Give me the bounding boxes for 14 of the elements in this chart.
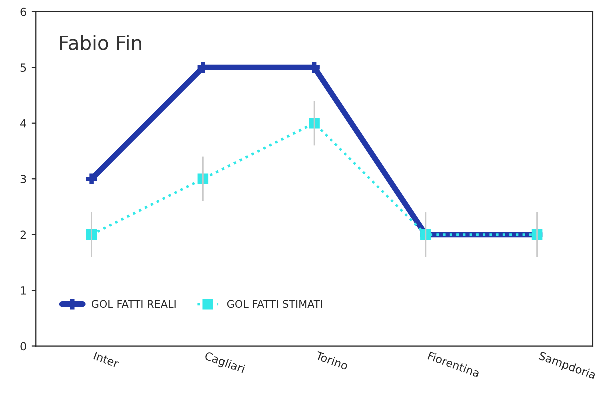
legend-label: GOL FATTI STIMATI <box>227 300 322 308</box>
text: Fabio Fin <box>60 35 142 50</box>
y-tick-label: 1 <box>21 286 26 295</box>
x-tick-label: Torino <box>315 351 349 370</box>
y-tick-label: 4 <box>20 120 26 128</box>
y-tick-label: 3 <box>20 175 26 184</box>
legend-label: GOL FATTI REALI <box>92 300 176 308</box>
y-tick-label: 6 <box>20 8 26 16</box>
point <box>309 118 320 129</box>
point <box>86 174 98 184</box>
x-tick-label: Inter <box>94 352 120 368</box>
y-tick-label: 5 <box>20 64 26 72</box>
y-tick-label: 0 <box>20 342 26 351</box>
y-tick-label: 2 <box>20 230 26 240</box>
